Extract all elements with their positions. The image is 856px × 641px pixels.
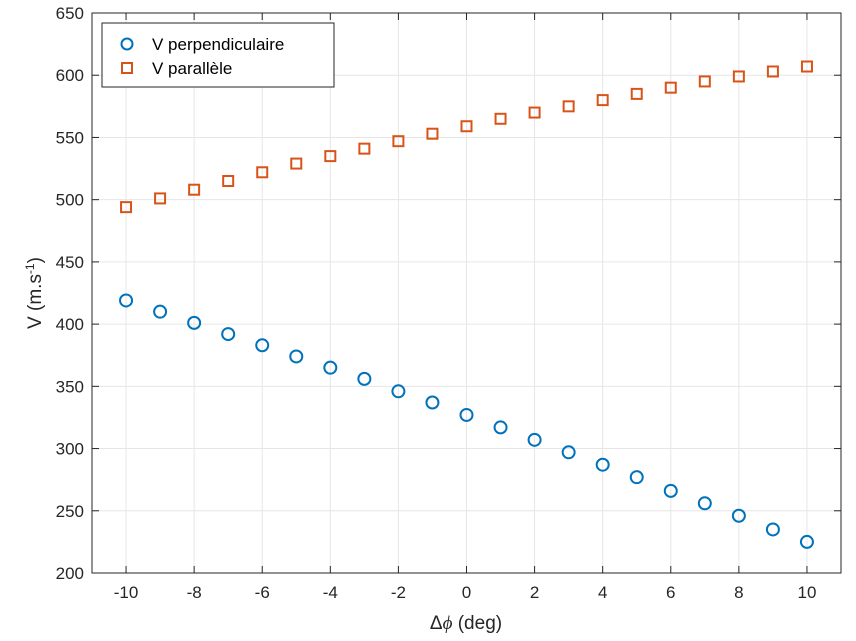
axis-ticks: -10 -8 -6 -4 -2 0 2 4 6 8 10 200 250 300 350 400 450 500 5… xyxy=(56,4,841,602)
y-axis-label: V (m.s-1) xyxy=(23,257,46,329)
data-point-square xyxy=(630,87,643,100)
y-tick-label: 400 xyxy=(56,315,84,334)
data-point-circle xyxy=(255,338,270,353)
y-tick-label: 250 xyxy=(56,502,84,521)
x-axis-label: Δϕ (deg) xyxy=(430,613,502,634)
y-tick-label: 350 xyxy=(56,377,84,396)
x-tick-label: -10 xyxy=(114,583,139,602)
data-point-square xyxy=(222,175,235,187)
legend-marker-square xyxy=(121,62,133,74)
y-tick-label: 550 xyxy=(56,128,84,147)
x-tick-label: 6 xyxy=(666,583,675,602)
x-tick-label: -2 xyxy=(391,583,406,602)
y-tick-label: 450 xyxy=(56,253,84,272)
legend-label-parallele: V parallèle xyxy=(152,59,232,78)
grid xyxy=(92,12,841,574)
axes-box xyxy=(91,12,842,574)
x-tick-label: -4 xyxy=(323,583,338,602)
data-point-circle xyxy=(493,420,508,435)
x-tick-label: 4 xyxy=(598,583,607,602)
y-tick-label: 600 xyxy=(56,66,84,85)
legend-label-perpendiculaire: V perpendiculaire xyxy=(152,35,284,54)
data-point-circle xyxy=(187,315,202,330)
x-tick-label: -8 xyxy=(187,583,202,602)
data-point-circle xyxy=(153,304,168,319)
legend-box xyxy=(101,22,335,88)
data-point-circle xyxy=(425,395,440,410)
data-point-square xyxy=(358,142,371,155)
data-point-circle xyxy=(731,508,746,523)
legend-marker-circle xyxy=(120,37,134,51)
data-point-circle xyxy=(697,496,712,511)
data-point-circle xyxy=(357,371,372,386)
data-point-circle xyxy=(765,522,780,537)
x-tick-label: 8 xyxy=(734,583,743,602)
data-point-square xyxy=(460,120,473,133)
y-tick-label: 650 xyxy=(56,4,84,23)
y-tick-label: 200 xyxy=(56,564,84,583)
data-point-square xyxy=(698,75,711,88)
data-point-square xyxy=(494,112,507,125)
legend: V perpendiculaire V parallèle xyxy=(101,22,335,88)
data-point-circle xyxy=(323,360,338,375)
x-tick-label: 10 xyxy=(797,583,816,602)
data-point-square xyxy=(256,166,269,179)
data-point-square xyxy=(392,135,405,148)
data-point-square xyxy=(528,106,541,119)
data-point-circle xyxy=(221,327,236,342)
data-point-circle xyxy=(595,457,610,472)
data-point-square xyxy=(188,183,201,196)
data-point-square xyxy=(596,94,609,107)
data-point-square xyxy=(290,157,303,170)
x-tick-label: 2 xyxy=(530,583,539,602)
data-point-square xyxy=(732,70,745,83)
data-point-square xyxy=(562,100,575,113)
x-tick-label: -6 xyxy=(255,583,270,602)
data-point-square xyxy=(120,201,133,214)
data-point-circle xyxy=(119,293,134,308)
data-point-circle xyxy=(289,349,304,364)
y-tick-label: 300 xyxy=(56,440,84,459)
x-tick-label: 0 xyxy=(462,583,471,602)
data-point-square xyxy=(664,81,677,94)
data-point-circle xyxy=(527,432,542,447)
data-point-circle xyxy=(459,407,474,422)
data-point-circle xyxy=(561,445,576,460)
data-point-square xyxy=(766,65,779,78)
data-point-square xyxy=(154,192,167,205)
y-tick-label: 500 xyxy=(56,191,84,210)
data-point-circle xyxy=(391,384,406,399)
data-marks xyxy=(119,60,814,549)
data-point-circle xyxy=(799,534,814,549)
data-point-square xyxy=(800,60,813,73)
data-point-square xyxy=(324,150,337,163)
data-point-square xyxy=(426,127,439,140)
data-point-circle xyxy=(663,483,678,498)
data-point-circle xyxy=(629,470,644,485)
